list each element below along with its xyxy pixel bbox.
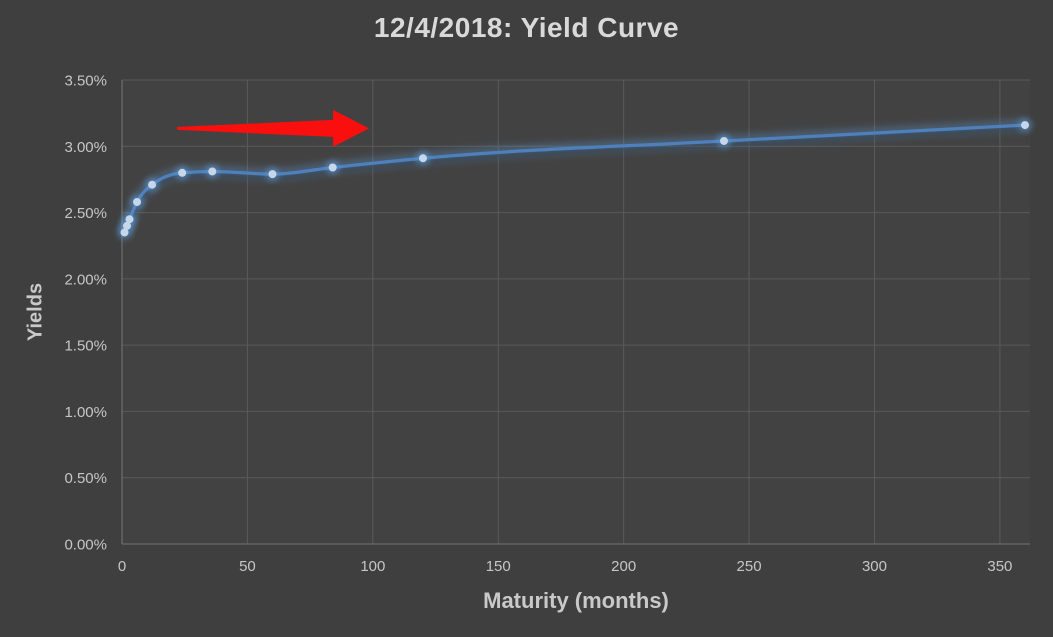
- data-point-marker: [125, 215, 134, 224]
- x-tick-label: 250: [737, 558, 762, 575]
- x-tick-label: 100: [360, 558, 385, 575]
- x-tick-label: 50: [239, 558, 256, 575]
- data-point-marker: [120, 228, 129, 237]
- data-point-marker: [133, 197, 142, 206]
- data-point-marker: [1020, 121, 1029, 130]
- data-point-marker: [268, 170, 277, 179]
- data-point-marker: [418, 154, 427, 163]
- data-point-marker: [123, 221, 132, 230]
- data-point-marker: [719, 136, 728, 145]
- y-tick-label: 1.00%: [64, 404, 107, 421]
- annotation-arrow-icon: [177, 109, 370, 147]
- y-tick-label: 3.50%: [64, 73, 107, 90]
- x-axis-title: Maturity (months): [483, 588, 669, 613]
- y-tick-label: 2.50%: [64, 205, 107, 222]
- x-tick-label: 0: [118, 558, 126, 575]
- y-tick-label: 2.00%: [64, 271, 107, 288]
- data-point-marker: [178, 168, 187, 177]
- y-tick-label: 1.50%: [64, 338, 107, 355]
- y-tick-label: 3.00%: [64, 139, 107, 156]
- x-tick-label: 350: [987, 558, 1012, 575]
- x-tick-label: 200: [611, 558, 636, 575]
- data-point-marker: [148, 180, 157, 189]
- x-tick-label: 300: [862, 558, 887, 575]
- plot-background: [122, 80, 1030, 544]
- y-tick-label: 0.50%: [64, 470, 107, 487]
- y-tick-label: 0.00%: [64, 537, 107, 554]
- x-tick-label: 150: [486, 558, 511, 575]
- chart-title: 12/4/2018: Yield Curve: [373, 12, 680, 43]
- data-point-marker: [208, 167, 217, 176]
- data-point-marker: [328, 163, 337, 172]
